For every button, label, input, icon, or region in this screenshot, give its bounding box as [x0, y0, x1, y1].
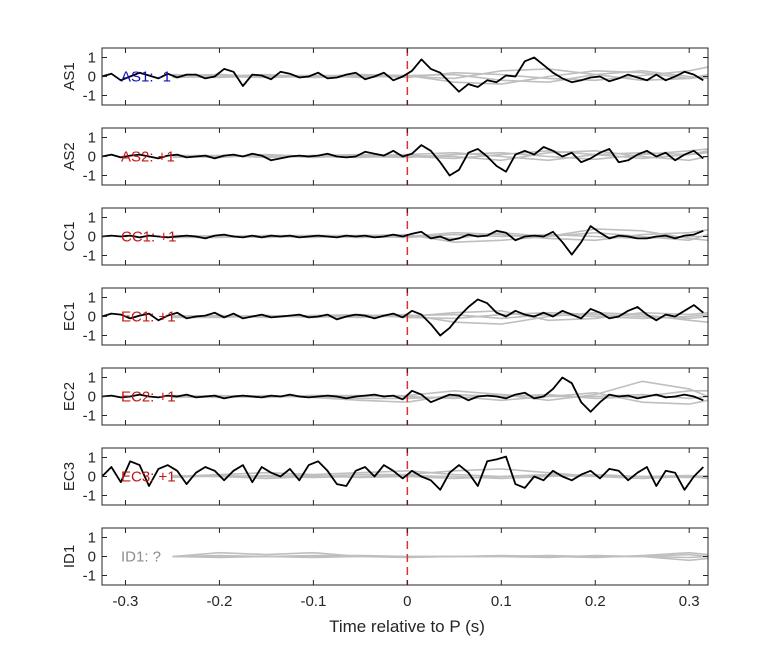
y-tick-label: -1: [83, 488, 96, 505]
panel-ec1: EC1: +1 -1 0 1 EC1: [61, 287, 709, 346]
panel-y-label: AS1: [61, 62, 78, 90]
y-tick-label: 1: [88, 530, 96, 547]
panel-annotation: AS1: -1: [121, 69, 171, 86]
y-tick-label: -1: [83, 168, 96, 185]
background-trace-2: [172, 148, 708, 161]
panel-y-label: EC2: [61, 382, 78, 411]
y-tick-label: -1: [83, 248, 96, 265]
y-tick-label: 0: [88, 69, 96, 86]
panel-cc1: CC1: +1 -1 0 1 CC1: [61, 207, 709, 266]
panel-annotation: ID1: ?: [121, 549, 161, 566]
y-tick-label: -1: [83, 568, 96, 585]
y-tick-label: 1: [88, 50, 96, 67]
y-tick-label: -1: [83, 408, 96, 425]
background-trace-3: [172, 66, 708, 82]
panel-as1: AS1: -1 -1 0 1 AS1: [61, 47, 709, 106]
background-trace-4: [172, 474, 708, 480]
panel-y-label: EC1: [61, 302, 78, 331]
y-tick-label: 1: [88, 130, 96, 147]
panel-annotation: AS2: +1: [121, 149, 175, 166]
x-tick-label: 0.1: [491, 593, 512, 610]
y-tick-label: -1: [83, 328, 96, 345]
x-tick-label: 0.2: [585, 593, 606, 610]
panel-annotation: CC1: +1: [121, 229, 176, 246]
panel-ec3: EC3: +1 -1 0 1 EC3: [61, 447, 709, 506]
panel-y-label: CC1: [61, 221, 78, 251]
x-tick-label: 0.3: [679, 593, 700, 610]
y-tick-label: 1: [88, 450, 96, 467]
panel-y-label: EC3: [61, 462, 78, 491]
panel-annotation: EC1: +1: [121, 309, 176, 326]
panel-annotation: EC3: +1: [121, 469, 176, 486]
y-tick-label: 0: [88, 149, 96, 166]
y-tick-label: 0: [88, 229, 96, 246]
x-tick-label: -0.2: [207, 593, 233, 610]
panel-ec2: EC2: +1 -1 0 1 EC2: [61, 367, 709, 426]
panel-y-label: ID1: [61, 545, 78, 568]
main-trace: [102, 56, 704, 93]
background-trace-2: [172, 309, 708, 322]
main-trace: [102, 455, 704, 491]
y-tick-label: 0: [88, 469, 96, 486]
background-trace-2: [172, 68, 708, 82]
y-tick-label: -1: [83, 88, 96, 105]
x-tick-label: 0: [403, 593, 411, 610]
y-tick-label: 1: [88, 290, 96, 307]
y-tick-label: 0: [88, 549, 96, 566]
y-tick-label: 1: [88, 370, 96, 387]
y-tick-label: 1: [88, 210, 96, 227]
x-axis: -0.3 -0.2 -0.1 0 0.1 0.2 0.3: [113, 593, 700, 610]
panel-annotation: EC2: +1: [121, 389, 176, 406]
x-tick-label: -0.3: [113, 593, 139, 610]
x-tick-label: -0.1: [300, 593, 326, 610]
panel-y-label: AS2: [61, 142, 78, 170]
background-trace-3: [172, 149, 708, 162]
panel-as2: AS2: +1 -1 0 1 AS2: [61, 127, 709, 186]
y-tick-label: 0: [88, 309, 96, 326]
background-trace-4: [172, 555, 708, 559]
main-trace: [102, 225, 704, 256]
panel-id1: ID1: ? -1 0 1 ID1: [61, 527, 709, 586]
main-trace: [102, 298, 704, 337]
main-trace: [102, 376, 704, 413]
background-trace-2: [172, 468, 708, 480]
main-trace: [102, 144, 704, 177]
x-axis-label: Time relative to P (s): [329, 617, 485, 636]
y-tick-label: 0: [88, 389, 96, 406]
